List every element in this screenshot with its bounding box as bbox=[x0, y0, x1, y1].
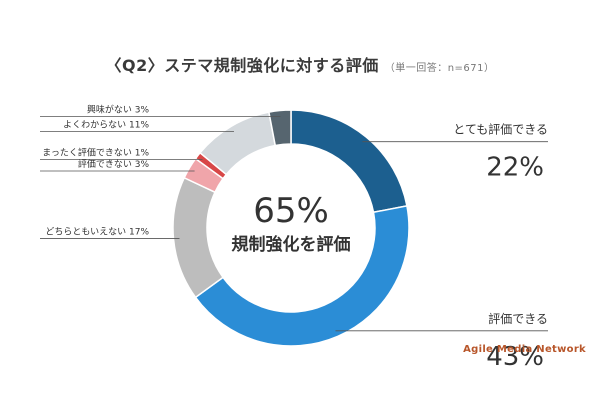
sample-note: （単一回答：n=671） bbox=[384, 63, 495, 74]
value-label-2: 43% bbox=[486, 342, 544, 372]
label-1: とても評価できる bbox=[453, 122, 548, 137]
slice-2 bbox=[194, 205, 410, 347]
chart-title-text: 〈Q2〉ステマ規制強化に対する評価 bbox=[105, 56, 379, 75]
center-label: 規制強化を評価 bbox=[232, 234, 351, 255]
label-6: よくわからない 11% bbox=[63, 120, 149, 131]
center-value: 65% bbox=[253, 191, 329, 231]
brand-credit: Agile Media Network bbox=[463, 344, 586, 355]
label-4: 評価できない 3% bbox=[78, 158, 150, 170]
label-3: どちらともいえない 17% bbox=[45, 227, 149, 238]
value-label-1: 22% bbox=[486, 153, 544, 183]
label-7: 興味がない 3% bbox=[87, 103, 150, 115]
chart-title: 〈Q2〉ステマ規制強化に対する評価 （単一回答：n=671） bbox=[0, 52, 600, 76]
slice-3 bbox=[172, 176, 225, 299]
label-2: 評価できる bbox=[488, 311, 548, 326]
slice-7 bbox=[268, 109, 292, 147]
label-5: まったく評価できない 1% bbox=[42, 146, 149, 158]
